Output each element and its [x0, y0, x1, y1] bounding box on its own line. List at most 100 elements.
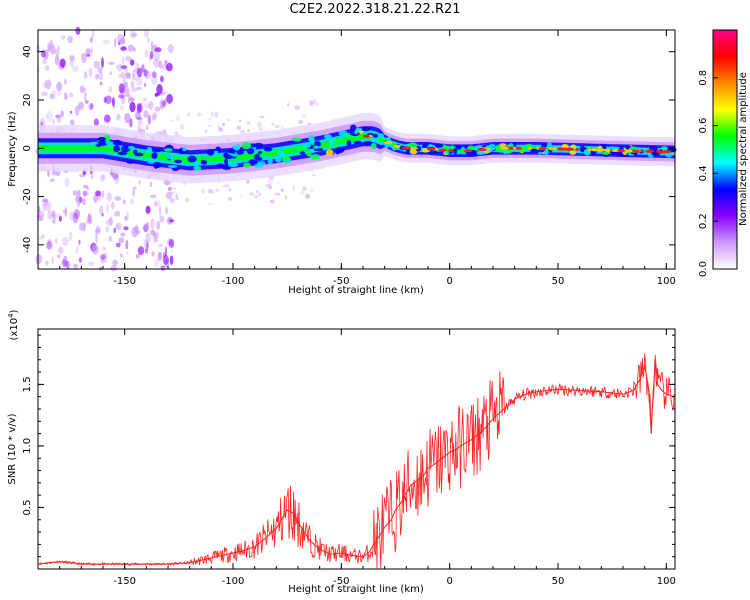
heatmap-noise-cell — [159, 215, 165, 223]
heatmap-noise-cell — [150, 40, 154, 51]
ridge-blob — [146, 158, 156, 164]
heatmap-noise-cell — [149, 182, 153, 187]
ridge-blob — [201, 160, 208, 165]
heatmap-noise-cell — [91, 46, 93, 58]
heatmap-noise-cell — [73, 209, 81, 219]
heatmap-xtick-label: 0 — [446, 276, 452, 287]
heatmap-noise-cell — [292, 184, 296, 191]
heatmap-noise-cell — [287, 103, 290, 107]
heatmap-noise-cell — [207, 202, 213, 206]
heatmap-noise-cell — [133, 73, 139, 82]
ridge-blob — [384, 142, 389, 149]
heatmap-noise-cell — [277, 181, 280, 184]
heatmap-xtick-label: 50 — [552, 276, 565, 287]
heatmap-noise-cell — [99, 191, 102, 199]
heatmap-noise-cell — [302, 186, 307, 191]
heatmap-noise-cell — [249, 192, 255, 196]
heatmap-noise-cell — [259, 115, 265, 119]
heatmap-noise-cell — [208, 118, 212, 121]
heatmap-noise-cell — [138, 179, 141, 186]
heatmap-noise-cell — [69, 231, 73, 242]
ridge-peak — [655, 150, 662, 153]
heatmap-noise-cell — [265, 184, 268, 188]
ridge-blob — [166, 155, 175, 159]
heatmap-noise-cell — [226, 118, 231, 122]
heatmap-noise-cell — [120, 232, 126, 237]
ridge-core-band — [38, 133, 675, 164]
heatmap-noise-cell — [108, 86, 113, 93]
heatmap-noise-cell — [52, 118, 55, 125]
heatmap-noise-cell — [106, 203, 110, 213]
heatmap-noise-cell — [236, 125, 242, 131]
heatmap-noise-cell — [136, 77, 143, 86]
ridge-peak — [463, 149, 473, 153]
ridge-blob — [243, 162, 251, 168]
ridge-blob — [206, 149, 215, 156]
heatmap-noise-cell — [309, 100, 314, 106]
heatmap-noise-cell — [222, 185, 225, 188]
ridge-blob — [324, 134, 332, 140]
heatmap-ytick-label: 20 — [22, 94, 33, 107]
ridge-blob — [409, 149, 418, 155]
ridge-blob — [661, 146, 668, 151]
heatmap-noise-cell — [52, 216, 56, 225]
heatmap-noise-cell — [89, 102, 94, 110]
heatmap-noise-cell — [135, 86, 142, 91]
heatmap-noise-cell — [112, 172, 119, 180]
heatmap-noise-cell — [78, 101, 84, 111]
heatmap-marks — [35, 26, 677, 272]
heatmap-noise-cell — [40, 91, 48, 96]
snr-multiplier: (x104) — [7, 309, 20, 340]
ridge-peak — [395, 145, 401, 148]
heatmap-noise-cell — [167, 44, 174, 54]
heatmap-noise-cell — [156, 220, 161, 230]
snr-frame — [37, 328, 676, 570]
ridge-blob — [304, 143, 311, 148]
heatmap-noise-cell — [204, 129, 208, 133]
heatmap-noise-cell — [58, 215, 62, 222]
ridge-blob — [296, 145, 302, 152]
heatmap-noise-cell — [120, 65, 128, 69]
snr-xtick-label: -100 — [222, 576, 245, 587]
ridge-blob — [105, 141, 114, 145]
heatmap-noise-cell — [83, 184, 89, 189]
heatmap-noise-cell — [314, 102, 320, 107]
snr-xtick-label: 0 — [446, 576, 452, 587]
ridge-blob — [194, 161, 201, 165]
heatmap-noise-cell — [120, 253, 123, 258]
heatmap-noise-cell — [143, 69, 148, 77]
snr-xtick-label: 50 — [552, 576, 565, 587]
heatmap-noise-cell — [258, 192, 262, 197]
heatmap-noise-cell — [97, 66, 103, 74]
heatmap-noise-cell — [154, 258, 160, 267]
heatmap-noise-cell — [120, 46, 127, 51]
heatmap-noise-cell — [101, 212, 104, 217]
page-title: C2E2.2022.318.21.22.R21 — [289, 2, 461, 17]
heatmap-noise-cell — [169, 119, 175, 123]
heatmap-noise-cell — [51, 171, 58, 176]
ridge-blob — [267, 158, 273, 165]
ridge-blob — [544, 148, 549, 156]
ridge-blob — [299, 151, 306, 155]
heatmap-noise-cell — [101, 190, 105, 199]
ridge-blob — [502, 149, 508, 155]
ridge-blob — [223, 152, 229, 158]
heatmap-noise-cell — [62, 255, 68, 267]
ridge-peak — [527, 146, 533, 150]
heatmap-noise-cell — [124, 67, 129, 76]
heatmap-noise-cell — [69, 210, 75, 221]
heatmap-noise-cell — [104, 114, 111, 123]
heatmap-yticks: -40 -20 0 20 40 — [22, 45, 675, 253]
heatmap-noise-cell — [55, 114, 61, 119]
heatmap-noise-cell — [61, 259, 68, 268]
ridge-blob — [258, 151, 263, 154]
heatmap-noise-cell — [80, 87, 87, 92]
heatmap-noise-cell — [114, 210, 121, 217]
heatmap-noise-cell — [125, 55, 132, 62]
ridge-peak — [597, 148, 606, 152]
heatmap-noise-cell — [51, 219, 54, 224]
ridge-peak — [611, 149, 619, 152]
ridge-blob — [232, 145, 240, 151]
heatmap-noise-cell — [240, 194, 243, 199]
heatmap-noise-cell — [85, 48, 92, 54]
